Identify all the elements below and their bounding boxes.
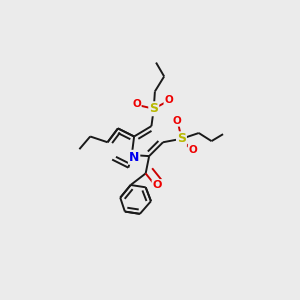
Text: S: S — [149, 102, 158, 115]
Text: O: O — [152, 180, 162, 190]
Text: O: O — [189, 145, 197, 155]
Text: O: O — [132, 99, 141, 109]
Text: S: S — [177, 132, 186, 145]
Text: N: N — [129, 151, 139, 164]
Text: O: O — [164, 94, 173, 104]
Text: O: O — [172, 116, 181, 126]
